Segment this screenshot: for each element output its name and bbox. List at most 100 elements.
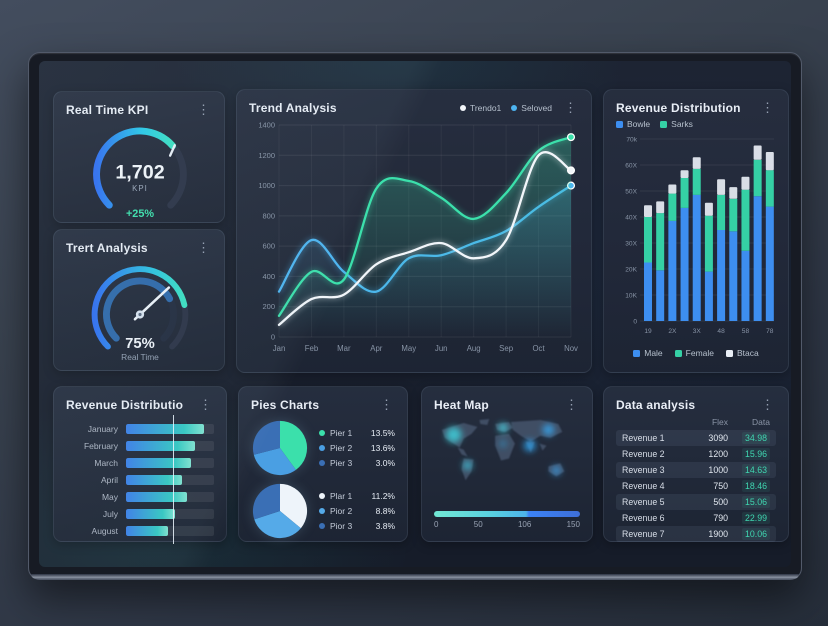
row-label: Revenue 1	[622, 433, 665, 443]
pie-legend-item[interactable]: Pior 3 3.8%	[319, 519, 395, 534]
hbar-fill	[126, 423, 205, 434]
legend-item[interactable]: Btaca	[726, 348, 759, 358]
legend-value: 13.6%	[370, 443, 395, 453]
svg-text:800: 800	[262, 211, 275, 220]
panel-title: Data analysis	[616, 398, 696, 412]
svg-text:1200: 1200	[258, 151, 275, 160]
legend-label: Seloved	[521, 103, 552, 113]
legend-label: Trendo1	[469, 103, 502, 113]
kebab-menu-icon[interactable]: ⋮	[761, 397, 774, 412]
legend-label: Plar 1	[330, 491, 353, 501]
hbar-row: April	[66, 471, 214, 488]
pie-legend-item[interactable]: Pier 1 13.5%	[319, 426, 395, 441]
legend-item[interactable]: Trendo1	[459, 103, 502, 113]
legend-swatch	[511, 105, 518, 111]
kebab-menu-icon[interactable]: ⋮	[564, 100, 577, 115]
panel-title: Revenue Distribution	[616, 101, 741, 115]
kebab-menu-icon[interactable]: ⋮	[199, 397, 212, 412]
kebab-menu-icon[interactable]: ⋮	[761, 100, 774, 115]
legend-value: 13.5%	[370, 428, 395, 438]
world-heat-map	[434, 414, 580, 506]
scale-tick-label: 0	[434, 520, 439, 529]
pie-row: Plar 1 11.2% Pior 2 8.8% Pior 3 3.8%	[251, 482, 395, 540]
svg-text:58: 58	[742, 328, 750, 335]
pie-legend-item[interactable]: Pier 2 13.6%	[319, 441, 395, 456]
legend-label: Sarks	[671, 119, 693, 129]
table-row: Revenue 1 3090 34.98	[616, 430, 776, 446]
hbar-row: August	[66, 522, 214, 539]
hbar-category-label: February	[83, 440, 118, 451]
column-header: Flex	[711, 417, 728, 427]
hbar-category-label: May	[101, 491, 118, 502]
hbar-track	[126, 440, 214, 451]
kebab-menu-icon[interactable]: ⋮	[565, 397, 578, 412]
legend-item[interactable]: Male	[633, 348, 663, 358]
kebab-menu-icon[interactable]: ⋮	[197, 102, 210, 117]
hbar-row: January	[66, 420, 214, 437]
svg-text:Sep: Sep	[499, 344, 514, 353]
svg-text:0: 0	[271, 333, 275, 342]
svg-text:Nov: Nov	[564, 344, 578, 353]
legend-item[interactable]: Female	[674, 348, 715, 358]
svg-text:2X: 2X	[668, 328, 677, 335]
pie-row: Pier 1 13.5% Pier 2 13.6% Pier 3 3.0%	[251, 419, 395, 477]
hbar-category-label: March	[94, 457, 118, 468]
pie-legend-item[interactable]: Plar 1 11.2%	[319, 489, 395, 504]
data-value: 15.96	[728, 448, 770, 460]
svg-text:Jun: Jun	[435, 344, 448, 353]
panel-data-analysis: Data analysis ⋮ Flex Data Revenue 1 3090 34.…	[603, 386, 789, 542]
legend-label: Male	[644, 348, 663, 358]
panel-pies-charts: Pies Charts ⋮ Pier 1 13.5% Pier 2 13.6% Pier…	[238, 386, 408, 542]
table-row: Revenue 7 1900 10.06	[616, 526, 776, 542]
stacked-bar-chart: 0 10K 20K 30X 40X 50X 60X 70k 19 2X 3X 48 58 78	[616, 129, 776, 346]
legend-label: Pior 3	[330, 521, 353, 531]
kebab-menu-icon[interactable]: ⋮	[197, 240, 210, 255]
hbar-track	[126, 474, 214, 485]
hbar-fill	[126, 491, 187, 502]
trend-line-chart: 0 200 400 600 800 1000 1200 1400 Jan Feb Mar Apr May…	[249, 117, 579, 368]
svg-text:78: 78	[766, 328, 774, 335]
legend-label: Female	[685, 348, 715, 358]
legend-label: Bowle	[627, 119, 651, 129]
svg-text:30X: 30X	[625, 240, 637, 247]
table-row: Revenue 3 1000 14.63	[616, 462, 776, 478]
svg-text:1,702: 1,702	[115, 161, 164, 183]
scale-tick-label: 106	[517, 520, 532, 529]
svg-text:KPI: KPI	[132, 184, 148, 193]
kebab-menu-icon[interactable]: ⋮	[380, 397, 393, 412]
pie-legend: Plar 1 11.2% Pior 2 8.8% Pior 3 3.8%	[319, 489, 395, 534]
legend-item[interactable]: Bowle	[616, 119, 650, 129]
svg-text:75%: 75%	[125, 336, 155, 352]
row-label: Revenue 6	[622, 513, 665, 523]
table-header-row: Flex Data	[616, 414, 776, 430]
svg-text:1000: 1000	[258, 181, 275, 190]
hbar-category-label: April	[100, 474, 118, 485]
svg-text:+25%: +25%	[126, 208, 154, 220]
flex-value: 790	[713, 513, 728, 523]
svg-text:Feb: Feb	[305, 344, 319, 353]
legend-swatch	[726, 349, 734, 357]
data-value: 10.06	[728, 528, 770, 540]
legend-item[interactable]: Sarks	[660, 119, 693, 129]
svg-text:40X: 40X	[625, 214, 637, 221]
legend-label: Pier 3	[330, 458, 353, 468]
svg-text:20K: 20K	[625, 266, 637, 273]
legend-swatch	[616, 120, 623, 128]
hbar-fill	[126, 457, 192, 468]
legend-swatch	[319, 493, 325, 499]
svg-text:400: 400	[262, 272, 275, 281]
panel-trert-analysis: Trert Analysis ⋮ 75% Real Time	[53, 229, 225, 371]
row-label: Revenue 7	[622, 529, 665, 539]
data-value: 18.46	[728, 480, 770, 492]
pie-legend-item[interactable]: Pier 3 3.0%	[319, 456, 395, 471]
pie-legend-item[interactable]: Pior 2 8.8%	[319, 504, 395, 519]
legend-item[interactable]: Seloved	[511, 103, 552, 113]
hbar-track	[126, 457, 214, 468]
table-row: Revenue 6 790 22.99	[616, 510, 776, 526]
hbar-track	[126, 508, 214, 519]
legend-swatch	[459, 105, 466, 111]
panel-revenue-distribution-bars: Revenue Distribution ⋮ Bowle Sarks 0 10K 20…	[603, 89, 789, 373]
data-table: Flex Data Revenue 1 3090 34.98 Revenue 2 1200 1…	[616, 414, 776, 542]
legend-value: 11.2%	[371, 491, 395, 501]
flex-value: 1900	[708, 529, 728, 539]
